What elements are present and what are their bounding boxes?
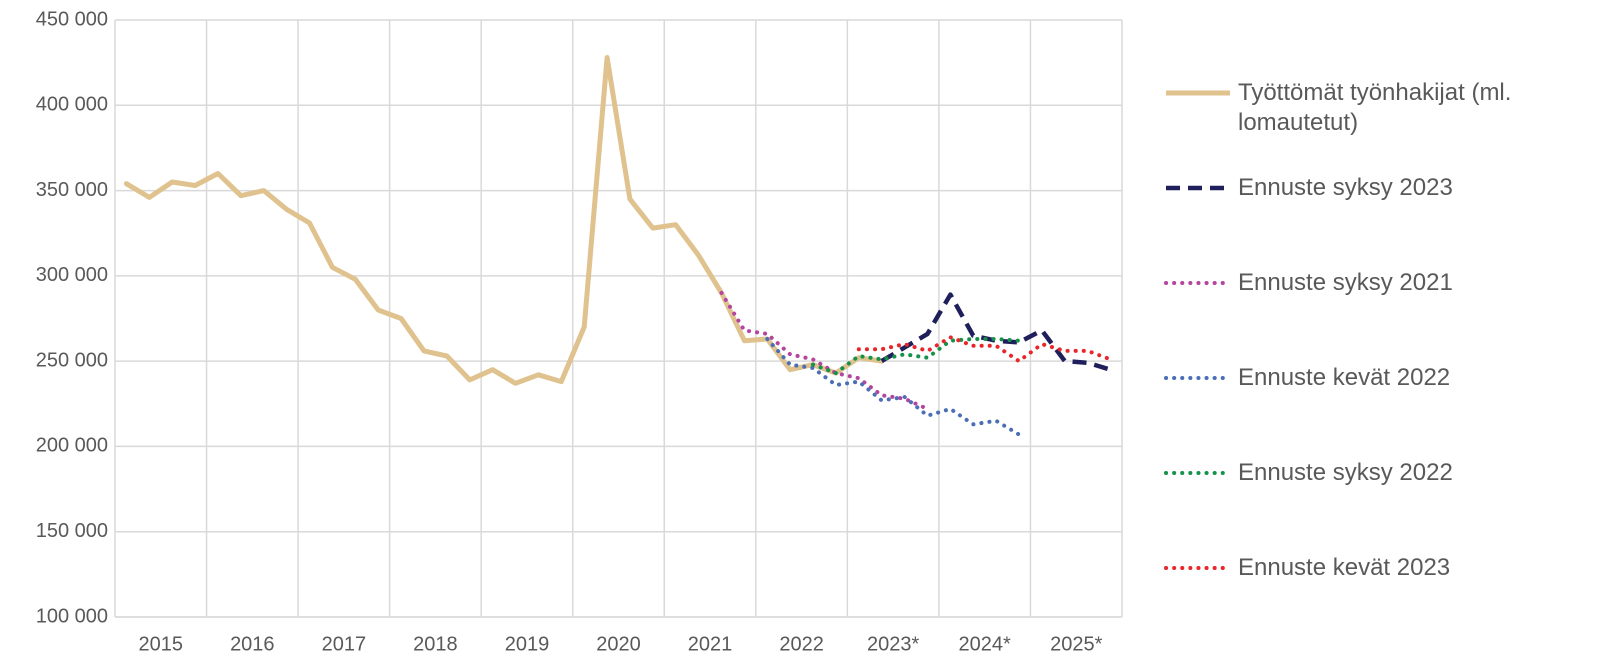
y-tick-label: 300 000	[36, 264, 108, 286]
legend-swatch	[1164, 376, 1232, 380]
x-tick-label: 2021	[688, 633, 733, 655]
legend-swatch	[1166, 90, 1230, 96]
legend-item: Ennuste syksy 2021	[1162, 268, 1602, 363]
legend-item: Työttömät työnhakijat (ml. lomautetut)	[1162, 78, 1602, 173]
series-line	[719, 290, 930, 411]
y-tick-label: 100 000	[36, 605, 108, 627]
y-tick-label: 400 000	[36, 94, 108, 116]
legend-item: Ennuste syksy 2023	[1162, 173, 1602, 268]
series-line	[811, 337, 1021, 376]
legend-swatch	[1164, 471, 1232, 475]
x-tick-label: 2015	[139, 633, 184, 655]
legend-label: Ennuste syksy 2023	[1238, 174, 1453, 201]
legend-item: Ennuste kevät 2023	[1162, 553, 1602, 648]
legend-swatch	[1166, 185, 1230, 191]
legend-swatch	[1164, 566, 1232, 570]
series-line	[880, 292, 1112, 372]
legend-label: Ennuste syksy 2021	[1238, 269, 1453, 296]
legend-label: Ennuste syksy 2022	[1238, 459, 1453, 486]
x-tick-label: 2016	[230, 633, 275, 655]
legend-label: Työttömät työnhakijat (ml. lomautetut)	[1238, 79, 1512, 136]
x-tick-label: 2023*	[867, 633, 919, 655]
legend-item: Ennuste syksy 2022	[1162, 458, 1602, 553]
x-tick-label: 2024*	[959, 633, 1011, 655]
legend-label: Ennuste kevät 2023	[1238, 554, 1451, 581]
x-tick-label: 2017	[322, 633, 367, 655]
y-tick-label: 200 000	[36, 435, 108, 457]
x-tick-label: 2018	[413, 633, 458, 655]
legend-item: Ennuste kevät 2022	[1162, 363, 1602, 458]
y-tick-label: 250 000	[36, 349, 108, 371]
y-tick-label: 350 000	[36, 179, 108, 201]
legend-swatch	[1164, 281, 1232, 285]
series-line	[123, 55, 885, 386]
x-tick-label: 2020	[596, 633, 641, 655]
chart: 100 000 150 000 200 000 250 000 300 000 350 0…	[36, 8, 1123, 655]
y-tick-label: 150 000	[36, 520, 108, 542]
series-line	[856, 335, 1113, 364]
x-tick-label: 2022	[779, 633, 824, 655]
x-tick-label: 2025*	[1050, 633, 1102, 655]
x-tick-label: 2019	[505, 633, 550, 655]
legend: Työttömät työnhakijat (ml. lomautetut) En…	[1162, 78, 1602, 648]
legend-label: Ennuste kevät 2022	[1238, 364, 1451, 391]
y-tick-label: 450 000	[36, 8, 108, 30]
